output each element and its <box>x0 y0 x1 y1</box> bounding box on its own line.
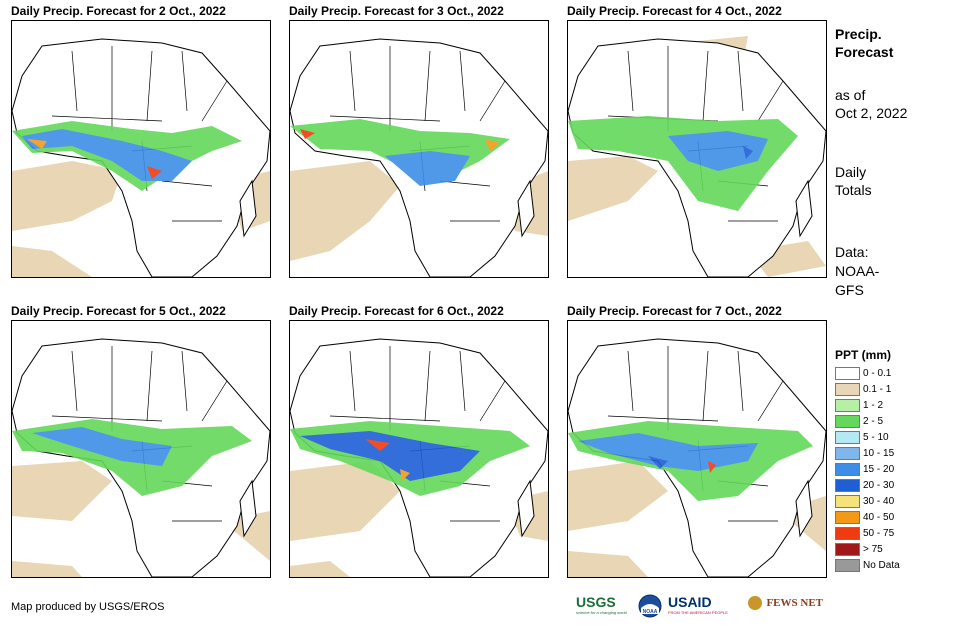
panel-title: Daily Precip. Forecast for 4 Oct., 2022 <box>567 4 782 18</box>
sidebar-totals-line2: Totals <box>835 182 872 198</box>
sidebar-asof-line2: Oct 2, 2022 <box>835 105 908 121</box>
legend-label: 2 - 5 <box>863 416 884 427</box>
forecast-panel-oct-6: Daily Precip. Forecast for 6 Oct., 2022 <box>289 304 549 578</box>
sidebar-heading-line1: Precip. <box>835 26 882 42</box>
forecast-panel-oct-3: Daily Precip. Forecast for 3 Oct., 2022 <box>289 4 549 278</box>
panel-title: Daily Precip. Forecast for 5 Oct., 2022 <box>11 304 226 318</box>
forecast-panel-oct-5: Daily Precip. Forecast for 5 Oct., 2022 <box>11 304 271 578</box>
rain-band <box>12 419 252 496</box>
legend-swatch <box>835 511 860 524</box>
fewsnet-logo: FEWS NET <box>748 594 824 620</box>
panel-title: Daily Precip. Forecast for 6 Oct., 2022 <box>289 304 504 318</box>
legend-label: 20 - 30 <box>863 480 895 491</box>
forecast-panel-oct-2: Daily Precip. Forecast for 2 Oct., 2022 <box>11 4 271 278</box>
fewsnet-emblem-icon <box>748 595 762 610</box>
precip-map <box>11 20 271 278</box>
map-credit: Map produced by USGS/EROS <box>11 601 165 613</box>
legend-label: No Data <box>863 560 900 571</box>
legend-label: 0 - 0.1 <box>863 368 892 379</box>
rain-band <box>290 421 530 496</box>
panel-title: Daily Precip. Forecast for 3 Oct., 2022 <box>289 4 504 18</box>
legend-label: 1 - 2 <box>863 400 884 411</box>
noaa-emblem-icon: NOAA <box>638 594 662 618</box>
rain-band <box>568 421 813 501</box>
legend-title: PPT (mm) <box>835 348 892 362</box>
precip-map <box>567 320 827 578</box>
legend-swatch <box>835 399 860 412</box>
legend-swatch <box>835 415 860 428</box>
precip-map <box>289 320 549 578</box>
sidebar-data-line2: NOAA- <box>835 263 880 279</box>
legend-swatch <box>835 527 860 540</box>
legend-swatch <box>835 383 860 396</box>
legend-swatch <box>835 463 860 476</box>
rain-band <box>568 116 798 211</box>
legend-swatch <box>835 431 860 444</box>
africa-map-svg <box>290 38 548 277</box>
panel-title: Daily Precip. Forecast for 2 Oct., 2022 <box>11 4 226 18</box>
partner-logos: USGS science for a changing world NOAA U… <box>576 594 826 620</box>
legend-label: 50 - 75 <box>863 528 895 539</box>
sidebar-data-line1: Data: <box>835 244 869 260</box>
sidebar-asof-line1: as of <box>835 87 866 103</box>
rain-band <box>12 121 242 191</box>
sidebar-heading-line2: Forecast <box>835 44 894 60</box>
legend-swatch <box>835 367 860 380</box>
panel-title: Daily Precip. Forecast for 7 Oct., 2022 <box>567 304 782 318</box>
sidebar-totals-line1: Daily <box>835 164 867 180</box>
legend-label: 10 - 15 <box>863 448 895 459</box>
legend-swatch <box>835 479 860 492</box>
usgs-logo: USGS science for a changing world <box>576 594 627 615</box>
africa-map-svg <box>568 338 826 577</box>
legend-swatch <box>835 495 860 508</box>
svg-text:NOAA: NOAA <box>643 609 658 615</box>
rain-band <box>290 119 510 186</box>
legend-swatch <box>835 559 860 572</box>
legend-label: 5 - 10 <box>863 432 889 443</box>
forecast-panel-oct-4: Daily Precip. Forecast for 4 Oct., 2022 <box>567 4 827 278</box>
forecast-panel-oct-7: Daily Precip. Forecast for 7 Oct., 2022 <box>567 304 827 578</box>
precip-map <box>289 20 549 278</box>
precip-map <box>11 320 271 578</box>
precip-map <box>567 20 827 278</box>
legend-swatch <box>835 543 860 556</box>
legend-label: 0.1 - 1 <box>863 384 892 395</box>
africa-map-svg <box>290 338 548 577</box>
africa-map-svg <box>12 38 270 277</box>
legend-label: 40 - 50 <box>863 512 895 523</box>
usaid-logo: USAID FROM THE AMERICAN PEOPLE <box>668 594 728 615</box>
noaa-logo: NOAA <box>638 594 662 620</box>
africa-map-svg <box>568 36 826 277</box>
africa-map-svg <box>12 338 270 577</box>
legend-swatch <box>835 447 860 460</box>
legend-label: > 75 <box>863 544 883 555</box>
legend-label: 15 - 20 <box>863 464 895 475</box>
legend-label: 30 - 40 <box>863 496 895 507</box>
sidebar-data-line3: GFS <box>835 282 864 298</box>
